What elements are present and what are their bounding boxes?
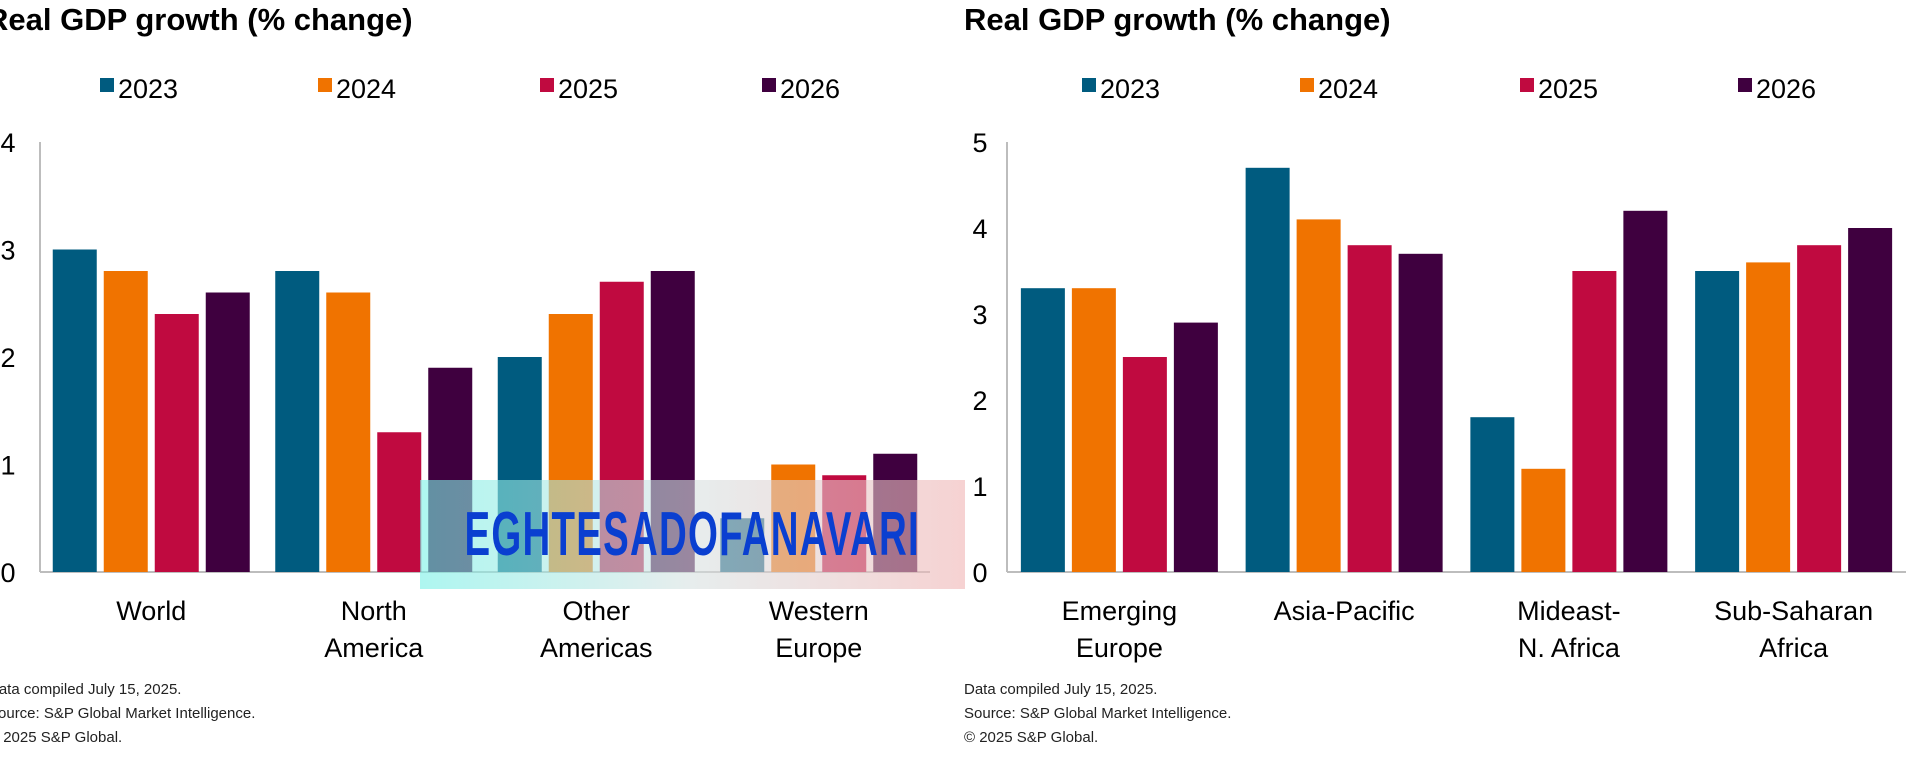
legend-label-2025: 2025 <box>1538 74 1598 104</box>
category-label: Africa <box>1759 633 1829 663</box>
category-label: America <box>324 633 424 663</box>
footnote: © 2025 S&P Global. <box>0 729 122 746</box>
footnote: Data compiled July 15, 2025. <box>964 681 1157 698</box>
bar-2023 <box>1245 167 1290 573</box>
legend-label-2025: 2025 <box>558 74 618 104</box>
y-tick-label: 4 <box>972 214 987 244</box>
bar-2025 <box>1122 357 1167 572</box>
y-tick-label: 0 <box>972 558 987 588</box>
bar-2026 <box>1848 228 1893 572</box>
bar-2023 <box>1020 288 1065 572</box>
category-label: Western <box>769 596 869 626</box>
y-tick-label: 2 <box>0 343 15 373</box>
legend-label-2024: 2024 <box>1318 74 1378 104</box>
footnote: Source: S&P Global Market Intelligence. <box>0 705 255 722</box>
category-label: Other <box>562 596 630 626</box>
bar-2026 <box>1623 210 1668 573</box>
footnote: Source: S&P Global Market Intelligence. <box>964 705 1231 722</box>
bar-2025 <box>154 314 199 572</box>
category-label: Americas <box>540 633 653 663</box>
legend-swatch-2025 <box>1520 78 1534 92</box>
legend-swatch-2024 <box>1300 78 1314 92</box>
bar-2023 <box>1695 271 1740 572</box>
bar-2024 <box>1521 468 1566 572</box>
legend-label-2026: 2026 <box>780 74 840 104</box>
legend-swatch-2023 <box>1082 78 1096 92</box>
bar-2026 <box>1173 322 1218 572</box>
bar-2024 <box>326 292 371 572</box>
legend-swatch-2024 <box>318 78 332 92</box>
y-tick-label: 3 <box>972 300 987 330</box>
legend-label-2026: 2026 <box>1756 74 1816 104</box>
category-label: Europe <box>1076 633 1163 663</box>
legend-label-2023: 2023 <box>118 74 178 104</box>
y-tick-label: 4 <box>0 128 15 158</box>
bar-2026 <box>205 292 250 572</box>
legend-swatch-2026 <box>762 78 776 92</box>
legend-label-2023: 2023 <box>1100 74 1160 104</box>
category-label: North <box>341 596 407 626</box>
bar-2024 <box>103 271 148 572</box>
y-tick-label: 5 <box>972 128 987 158</box>
footnote: © 2025 S&P Global. <box>964 729 1098 746</box>
bar-2025 <box>1572 271 1617 572</box>
bar-2025 <box>1797 245 1842 572</box>
bar-2023 <box>275 271 320 572</box>
y-tick-label: 1 <box>0 451 15 481</box>
category-label: Europe <box>775 633 862 663</box>
bar-2026 <box>1398 253 1443 573</box>
watermark-text: EGHTESADOFANAVARI <box>464 500 921 569</box>
legend-swatch-2023 <box>100 78 114 92</box>
bar-2024 <box>1071 288 1116 572</box>
category-label: World <box>116 596 186 626</box>
footnote: Data compiled July 15, 2025. <box>0 681 181 698</box>
bar-2023 <box>1470 417 1515 572</box>
category-label: N. Africa <box>1518 633 1621 663</box>
bar-2024 <box>1746 262 1791 572</box>
legend-swatch-2025 <box>540 78 554 92</box>
bar-2025 <box>377 432 422 572</box>
bar-2023 <box>52 249 97 572</box>
watermark: EGHTESADOFANAVARI <box>420 480 965 589</box>
bar-2025 <box>1347 245 1392 572</box>
category-label: Sub-Saharan <box>1714 596 1873 626</box>
bar-2024 <box>1296 219 1341 572</box>
chart-title: Real GDP growth (% change) <box>964 2 1391 37</box>
category-label: Emerging <box>1062 596 1178 626</box>
category-label: Asia-Pacific <box>1274 596 1415 626</box>
legend-label-2024: 2024 <box>336 74 396 104</box>
y-tick-label: 1 <box>972 472 987 502</box>
y-tick-label: 0 <box>0 558 15 588</box>
y-tick-label: 2 <box>972 386 987 416</box>
category-label: Mideast- <box>1517 596 1621 626</box>
y-tick-label: 3 <box>0 236 15 266</box>
legend-swatch-2026 <box>1738 78 1752 92</box>
chart-title: Real GDP growth (% change) <box>0 2 413 37</box>
